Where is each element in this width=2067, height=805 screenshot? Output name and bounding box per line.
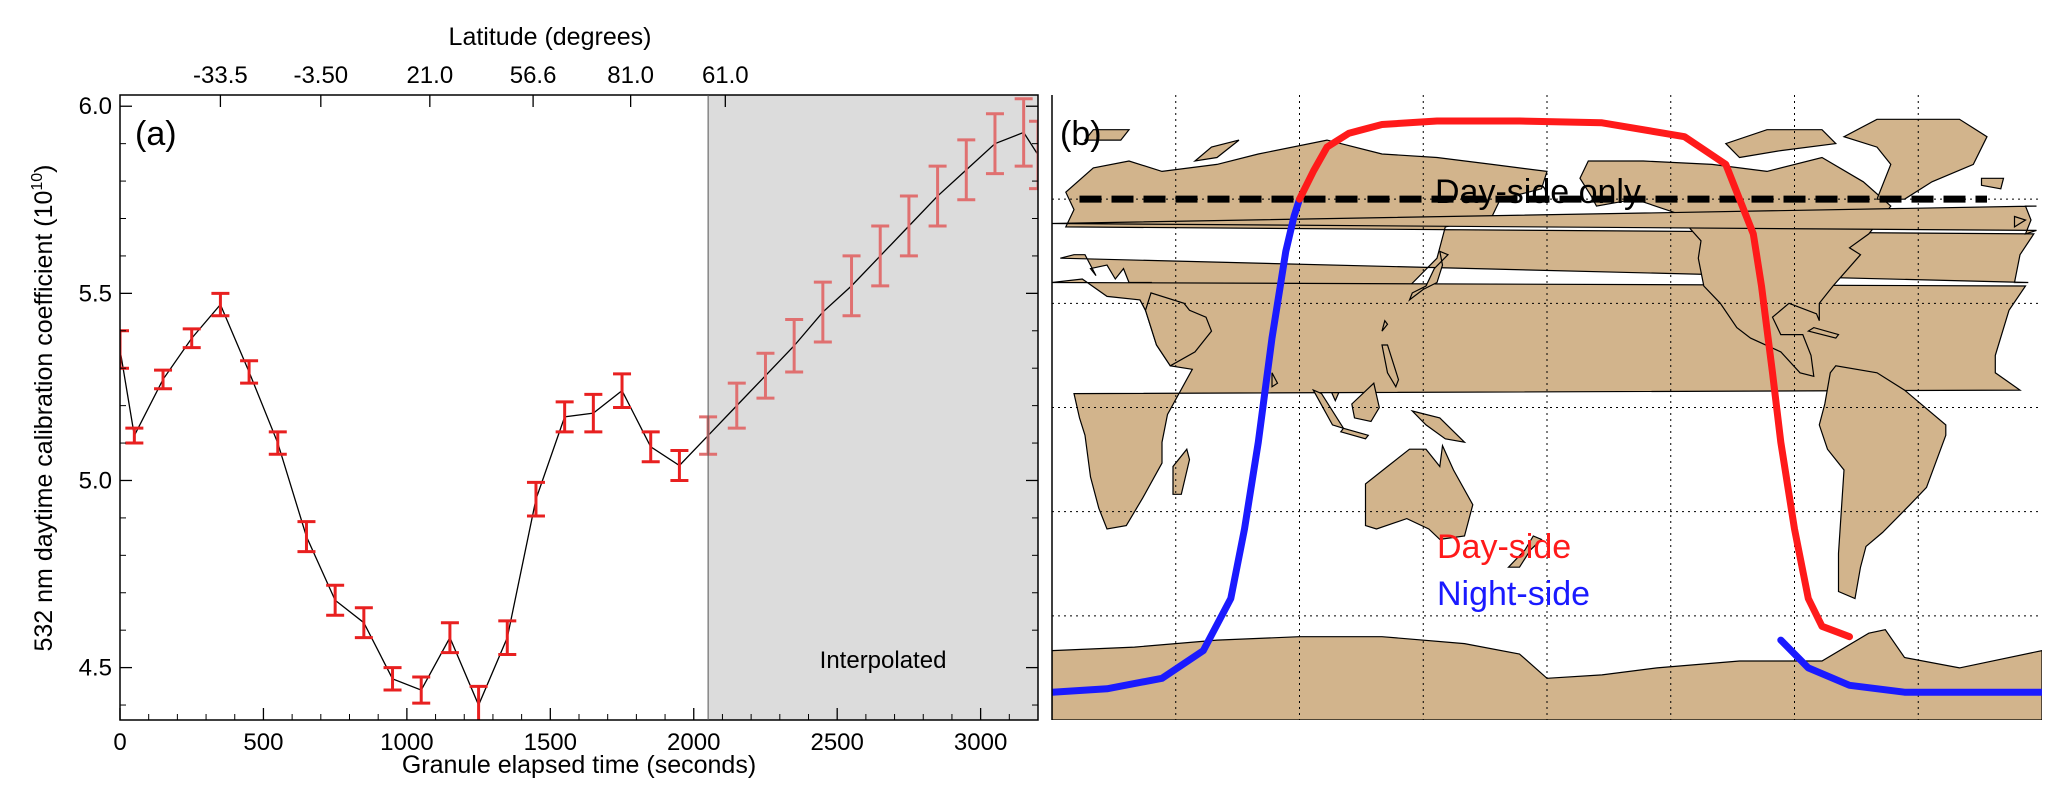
continent <box>1410 409 1467 444</box>
top-tick-label: 81.0 <box>607 62 654 89</box>
errorbar <box>613 372 632 409</box>
top-tick-label: 56.6 <box>510 62 557 89</box>
continent <box>1271 372 1279 388</box>
errorbar <box>899 194 918 258</box>
errorbar <box>297 520 316 554</box>
errorbar <box>354 606 373 640</box>
errorbar <box>670 449 689 482</box>
continent <box>1052 629 2042 720</box>
continent <box>1192 139 1240 162</box>
y-tick-label: 4.5 <box>79 655 112 682</box>
y-axis-title-close: ) <box>30 164 58 172</box>
top-tick-label: -3.50 <box>293 62 348 89</box>
x-tick-label: 1000 <box>380 729 433 756</box>
x-tick-label: 1500 <box>524 729 577 756</box>
y-tick-label: 6.0 <box>79 93 112 120</box>
legend-night-side: Night-side <box>1437 575 1590 613</box>
x-tick-label: 3000 <box>954 729 1007 756</box>
top-axis-title: Latitude (degrees) <box>449 23 652 51</box>
top-tick-label: -33.5 <box>193 62 248 89</box>
continent <box>1381 319 1389 332</box>
continent <box>1806 326 1840 339</box>
y-tick-label: 5.5 <box>79 280 112 307</box>
errorbar <box>268 430 287 456</box>
continent <box>1842 118 1988 200</box>
errorbar <box>526 480 545 518</box>
errorbar <box>125 426 144 445</box>
errorbar <box>727 381 746 430</box>
errorbar <box>842 254 861 318</box>
errorbar <box>211 291 230 318</box>
legend-day-side: Day-side <box>1437 528 1571 566</box>
continent <box>1364 443 1474 541</box>
continent <box>1507 535 1543 568</box>
interpolated-shaded-region <box>708 95 1038 720</box>
x-tick-label: 2000 <box>667 729 720 756</box>
x-tick-label: 500 <box>243 729 283 756</box>
interpolated-label: Interpolated <box>820 647 947 674</box>
panel-label-a: (a) <box>135 115 177 153</box>
continent <box>2013 215 2027 228</box>
errorbar <box>498 619 517 657</box>
errorbar <box>957 138 976 202</box>
errorbar <box>440 621 459 655</box>
errorbar <box>1029 119 1038 191</box>
y-axis-title-exponent: 10 <box>29 173 46 191</box>
errorbar <box>383 666 402 692</box>
errorbar <box>813 280 832 344</box>
errorbar <box>641 430 660 464</box>
continent <box>1052 205 2037 235</box>
calibration-series-line <box>120 131 1038 707</box>
errorbar <box>871 224 890 288</box>
errorbar <box>1014 97 1033 168</box>
continent <box>1144 292 1213 367</box>
continent <box>1339 427 1370 440</box>
continent <box>1381 344 1400 389</box>
x-tick-label: 2500 <box>810 729 863 756</box>
errorbar <box>928 164 947 228</box>
errorbar <box>154 368 173 391</box>
night-side-track <box>1052 195 1303 696</box>
x-axis-title: Granule elapsed time (seconds) <box>402 751 756 779</box>
errorbar <box>412 675 431 705</box>
y-axis-title: 532 nm daytime calibration coefficient (… <box>29 164 58 651</box>
continent <box>1980 177 2005 190</box>
panel-label-b: (b) <box>1060 115 1102 153</box>
errorbar <box>469 684 488 720</box>
x-tick-label: 0 <box>113 729 126 756</box>
continent <box>1408 250 1450 302</box>
continent <box>1083 129 1131 141</box>
errorbar <box>584 392 603 434</box>
errorbar <box>756 351 775 400</box>
errorbar <box>785 318 804 374</box>
errorbar <box>555 400 574 434</box>
panel-a-calibration-chart: 0 500 1000 1500 2000 2500 3000 4.5 5.0 5.5 6.0 -3… <box>29 23 1039 779</box>
continent <box>1818 365 1947 600</box>
continent <box>1351 382 1380 423</box>
errorbar <box>240 359 259 385</box>
panel-b-orbit-map: (b) Day-side only Day-side Night-side <box>1051 95 2042 720</box>
night-side-track <box>1777 636 2042 696</box>
continent <box>1172 447 1191 495</box>
y-axis-title-main: 532 nm daytime calibration coefficient (… <box>30 191 58 652</box>
errorbar <box>985 112 1004 176</box>
top-tick-label: 21.0 <box>406 62 453 89</box>
day-side-track <box>1296 117 1853 641</box>
top-tick-label: 61.0 <box>702 62 749 89</box>
y-tick-label: 5.0 <box>79 467 112 494</box>
day-side-only-label: Day-side only <box>1435 173 1641 211</box>
errorbar <box>326 583 345 617</box>
errorbar <box>182 327 201 350</box>
continent <box>1724 129 1838 159</box>
